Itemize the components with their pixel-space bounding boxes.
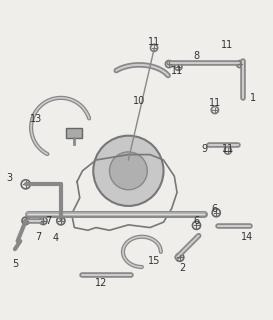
Text: 11: 11 bbox=[222, 144, 235, 154]
Text: 6: 6 bbox=[212, 204, 218, 214]
Text: 11: 11 bbox=[171, 66, 183, 76]
Text: 6: 6 bbox=[193, 216, 199, 226]
Text: 7: 7 bbox=[46, 216, 52, 226]
Circle shape bbox=[93, 136, 164, 206]
Text: 5: 5 bbox=[12, 259, 18, 269]
Text: 11: 11 bbox=[209, 98, 221, 108]
Circle shape bbox=[109, 152, 147, 190]
Text: 7: 7 bbox=[35, 232, 41, 242]
Text: 2: 2 bbox=[179, 263, 186, 273]
Text: 14: 14 bbox=[241, 232, 253, 242]
Text: 11: 11 bbox=[148, 37, 160, 47]
Text: 3: 3 bbox=[7, 172, 13, 183]
Text: 8: 8 bbox=[193, 51, 199, 61]
Text: 15: 15 bbox=[148, 256, 160, 266]
Text: 10: 10 bbox=[133, 96, 145, 106]
Text: 12: 12 bbox=[95, 278, 108, 288]
Text: 1: 1 bbox=[250, 93, 256, 103]
Text: 13: 13 bbox=[30, 115, 43, 124]
Text: 11: 11 bbox=[221, 40, 233, 50]
Text: 9: 9 bbox=[201, 144, 207, 154]
Bar bbox=[66, 128, 82, 138]
Text: 4: 4 bbox=[52, 233, 58, 244]
